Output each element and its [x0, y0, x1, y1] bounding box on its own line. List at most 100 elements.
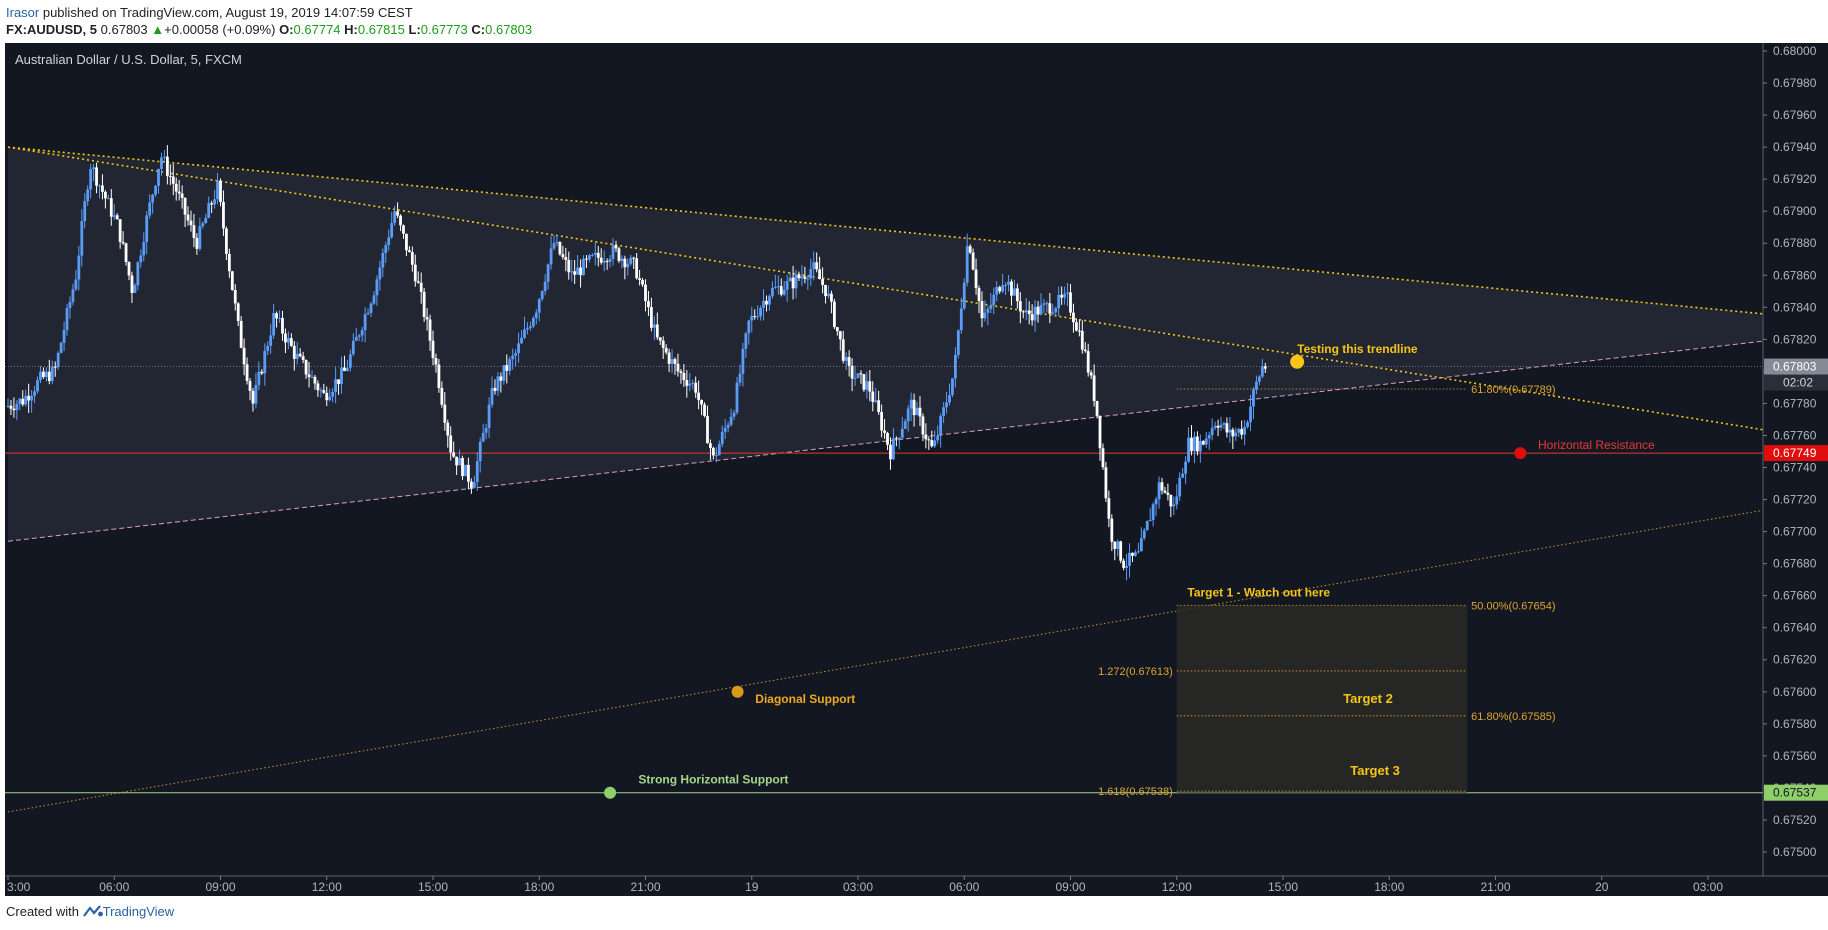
- candle-body: [292, 345, 296, 359]
- candle-body: [222, 201, 225, 229]
- candle-body: [399, 215, 402, 226]
- resistance-price-badge-bg: [1764, 445, 1828, 462]
- candle-body: [644, 284, 647, 302]
- target-3-label: Target 3: [1350, 763, 1400, 778]
- support-price-badge: 0.67537: [1773, 786, 1817, 800]
- candle-body: [915, 407, 919, 416]
- candle-body: [685, 380, 689, 386]
- candle-body: [1198, 440, 1202, 452]
- candle-body: [260, 371, 264, 374]
- candle-body: [109, 198, 113, 217]
- candle-body: [782, 289, 786, 295]
- candles: [6, 145, 1267, 581]
- candle-body: [776, 286, 780, 288]
- bar-countdown: 02:02: [1783, 376, 1813, 390]
- candle-body: [555, 242, 559, 244]
- candle-body: [865, 381, 869, 390]
- candle-body: [1234, 432, 1238, 437]
- candle-body: [443, 404, 447, 423]
- candle-body: [505, 365, 509, 371]
- candle-body: [720, 431, 724, 445]
- candle-body: [806, 278, 810, 280]
- diagonal-support-marker[interactable]: [731, 685, 744, 698]
- candle-body: [455, 456, 459, 466]
- candle-body: [378, 267, 382, 280]
- candle-body: [1263, 366, 1267, 369]
- candle-body: [464, 464, 467, 477]
- resistance-marker[interactable]: [1514, 447, 1527, 460]
- candle-body: [647, 301, 650, 308]
- diagonal-support-label: Diagonal Support: [755, 692, 855, 706]
- candle-body: [543, 281, 547, 292]
- candle-body: [768, 296, 771, 305]
- candle-body: [1116, 541, 1120, 549]
- candle-body: [1013, 288, 1016, 296]
- candle-body: [133, 285, 137, 293]
- candle-body: [18, 398, 22, 404]
- candle-body: [635, 258, 639, 279]
- candle-body: [936, 435, 940, 441]
- candle-body: [537, 299, 541, 313]
- candle-body: [328, 396, 332, 401]
- candle-body: [434, 357, 438, 365]
- author-link[interactable]: Irasor: [6, 5, 40, 20]
- time-axis-label: 21:00: [630, 880, 660, 894]
- candle-body: [853, 377, 857, 379]
- candle-body: [1060, 294, 1064, 298]
- candle-body: [469, 481, 473, 488]
- candle-body: [1054, 308, 1058, 313]
- candle-body: [180, 193, 184, 199]
- candle-body: [747, 320, 751, 334]
- candle-body: [195, 237, 199, 249]
- testing-trendline-marker[interactable]: [1290, 354, 1305, 369]
- candle-body: [295, 353, 299, 359]
- price-axis-label: 0.67840: [1773, 300, 1817, 314]
- candle-body: [343, 367, 346, 371]
- candle-body: [115, 215, 119, 220]
- candle-body: [1196, 436, 1199, 452]
- candle-body: [313, 376, 317, 384]
- candle-body: [407, 250, 411, 253]
- candle-body: [1075, 322, 1078, 331]
- candle-body: [570, 271, 574, 273]
- candle-body: [363, 314, 367, 331]
- low-label: L:: [408, 22, 421, 37]
- candle-body: [1145, 521, 1149, 531]
- candle-body: [163, 156, 166, 158]
- price-axis-label: 0.67620: [1773, 653, 1817, 667]
- candle-body: [68, 302, 72, 309]
- current-price-badge-bg: [1764, 358, 1828, 375]
- candle-body: [1101, 448, 1105, 468]
- candle-body: [894, 438, 898, 440]
- candle-body: [841, 339, 845, 361]
- strong-support-marker[interactable]: [604, 786, 617, 799]
- candle-body: [204, 217, 208, 224]
- candle-body: [1201, 440, 1205, 445]
- publish-info: Irasor published on TradingView.com, Aug…: [6, 5, 413, 20]
- tradingview-link[interactable]: TradingView: [102, 904, 175, 919]
- candle-body: [1107, 498, 1111, 519]
- candle-body: [523, 329, 526, 338]
- candle-body: [930, 440, 934, 447]
- candle-body: [301, 356, 305, 361]
- time-axis-label: 09:00: [1055, 880, 1085, 894]
- candle-body: [1222, 423, 1226, 425]
- candle-body: [744, 333, 748, 349]
- horizontal-resistance-label: Horizontal Resistance: [1538, 438, 1655, 452]
- candle-body: [638, 278, 641, 281]
- published-text: published on TradingView.com, August 19,…: [39, 5, 413, 20]
- candle-body: [520, 337, 523, 344]
- candle-body: [983, 312, 987, 319]
- candle-body: [771, 287, 774, 297]
- candle-body: [219, 180, 222, 202]
- candle-body: [101, 185, 104, 192]
- candle-body: [830, 293, 833, 302]
- candle-body: [375, 279, 379, 296]
- candle-body: [1131, 552, 1134, 556]
- candle-body: [452, 452, 456, 457]
- candle-body: [387, 237, 391, 246]
- candle-body: [1007, 281, 1010, 285]
- candle-body: [788, 277, 792, 282]
- price-axis-label: 0.67880: [1773, 236, 1817, 250]
